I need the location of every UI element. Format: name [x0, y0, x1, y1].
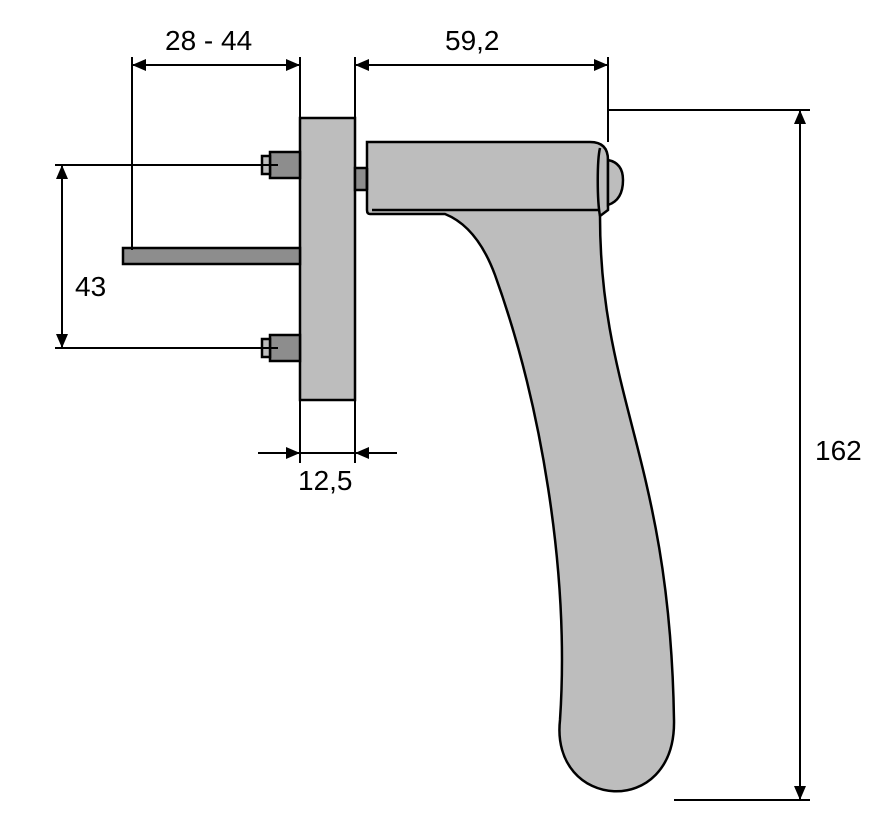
dim-handle-depth-label: 59,2 [445, 25, 500, 56]
base-body [300, 118, 355, 400]
dim-stem-range: 28 - 44 [132, 25, 300, 250]
lock-button [608, 160, 623, 205]
dim-overall-height-label: 162 [815, 435, 862, 466]
neck [355, 168, 367, 190]
dim-stem-range-label: 28 - 44 [165, 25, 252, 56]
handle [367, 142, 674, 791]
dim-screw-spacing-label: 43 [75, 271, 106, 302]
dim-handle-depth: 59,2 [355, 25, 608, 142]
technical-drawing: 28 - 44 59,2 43 12,5 162 [0, 0, 890, 820]
dim-base-depth: 12,5 [258, 400, 397, 496]
dim-base-depth-label: 12,5 [298, 465, 353, 496]
spindle [123, 248, 300, 264]
